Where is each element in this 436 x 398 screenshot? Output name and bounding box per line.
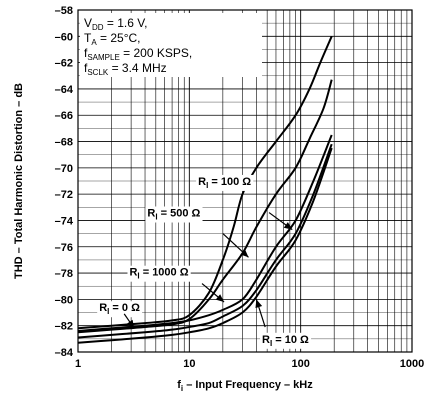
series-label-rest: = 500 Ω [158, 208, 201, 220]
condition-line-main: T [84, 31, 92, 45]
condition-line-main: f [84, 46, 88, 60]
y-tick-label: –66 [55, 110, 73, 122]
annotation-arrowhead [283, 222, 293, 230]
condition-line-main: V [84, 16, 92, 30]
condition-line-rest: = 3.4 MHz [108, 61, 166, 75]
annotation-arrowhead [255, 299, 263, 309]
series-label-background [196, 174, 254, 191]
condition-line: TA = 25°C, [84, 31, 141, 47]
series-label-subscript: I [107, 307, 109, 316]
y-tick-label: –80 [55, 294, 73, 306]
condition-line-subscript: A [91, 38, 97, 47]
x-axis-label-rest: – Input Frequency – kHz [183, 379, 313, 391]
series-label-background [97, 301, 143, 318]
y-tick-label: –84 [55, 347, 74, 359]
series-line-4 [77, 147, 333, 344]
series-label: RI = 100 Ω [198, 176, 251, 190]
series-label-background [145, 206, 203, 223]
annotation-arrowhead [240, 249, 249, 258]
y-tick-label: –72 [55, 189, 73, 201]
series-label: RI = 1000 Ω [129, 267, 188, 281]
y-tick-labels: –58 –60 –62 –64 –66 –68 –70 –72 –74 –76 –78 –80 –82 –… [55, 5, 74, 359]
x-tick-labels: 1 10 100 1000 [75, 358, 424, 370]
series-label-main: R [99, 302, 107, 314]
series-label-main: R [262, 334, 270, 346]
condition-line-subscript: SAMPLE [87, 53, 119, 62]
plot-frame [77, 9, 413, 353]
condition-line-subscript: SCLK [87, 68, 109, 77]
series-label: RI = 0 Ω [99, 302, 140, 316]
condition-line: fSCLK = 3.4 MHz [84, 61, 167, 77]
series-label-background [127, 265, 191, 282]
x-tick-label: 1 [75, 358, 81, 370]
series-curves [77, 35, 333, 344]
annotation-arrowhead [215, 294, 225, 303]
y-tick-label: –74 [55, 215, 74, 227]
series-line-3 [77, 143, 333, 339]
annotation-arrowhead [126, 319, 135, 329]
condition-line-main: f [84, 61, 88, 75]
series-label-background [260, 332, 312, 349]
condition-line: fSAMPLE = 200 KSPS, [84, 46, 192, 62]
series-label-subscript: I [206, 181, 208, 190]
x-axis-label: fi – Input Frequency – kHz [177, 379, 313, 393]
condition-line-rest: = 1.6 V, [104, 16, 148, 30]
x-tick-label: 10 [183, 358, 195, 370]
series-label-rest: = 0 Ω [109, 302, 140, 314]
x-tick-label: 100 [291, 358, 309, 370]
series-line-1 [77, 79, 333, 334]
test-conditions: VDD = 1.6 V,TA = 25°C,fSAMPLE = 200 KSPS… [80, 13, 262, 77]
y-tick-label: –64 [55, 84, 74, 96]
series-label-subscript: I [137, 272, 139, 281]
series-label-subscript: I [270, 339, 272, 348]
series-label-rest: = 100 Ω [208, 176, 251, 188]
y-tick-label: –70 [55, 163, 73, 175]
condition-line-subscript: DD [92, 23, 104, 32]
series-line-2 [77, 134, 333, 332]
series-label-rest: = 1000 Ω [140, 267, 189, 279]
y-tick-label: –76 [55, 242, 73, 254]
series-label-rest: = 10 Ω [272, 334, 309, 346]
y-tick-label: –58 [55, 5, 73, 17]
condition-line-rest: = 25°C, [97, 31, 141, 45]
series-label-main: R [129, 267, 137, 279]
y-tick-label: –62 [55, 58, 73, 70]
y-tick-label: –82 [55, 321, 73, 333]
condition-line: VDD = 1.6 V, [84, 16, 148, 32]
series-label-main: R [198, 176, 206, 188]
series-line-0 [77, 35, 333, 330]
series-label-subscript: I [155, 213, 157, 222]
x-axis-label-main: f [177, 379, 181, 391]
series-annotations: RI = 100 ΩRI = 500 ΩRI = 1000 ΩRI = 0 ΩR… [97, 174, 312, 349]
series-label: RI = 500 Ω [147, 208, 200, 222]
series-label-main: R [147, 208, 155, 220]
y-tick-label: –78 [55, 268, 73, 280]
condition-line-rest: = 200 KSPS, [120, 46, 192, 60]
x-tick-label: 1000 [400, 358, 424, 370]
y-tick-label: –68 [55, 137, 73, 149]
conditions-background [80, 13, 262, 77]
series-label: RI = 10 Ω [262, 334, 309, 348]
y-tick-label: –60 [55, 31, 73, 43]
y-axis-label: THD – Total Harmonic Distortion – dB [13, 83, 25, 279]
x-axis-label-subscript: i [181, 384, 183, 393]
